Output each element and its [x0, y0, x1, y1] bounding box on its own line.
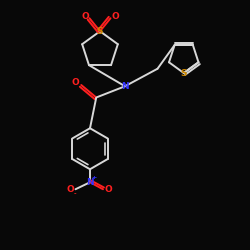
Text: N: N	[86, 178, 94, 187]
Text: O: O	[81, 12, 89, 21]
Text: O: O	[111, 12, 119, 21]
Text: O: O	[72, 78, 80, 87]
Text: O: O	[104, 185, 112, 194]
Text: +: +	[92, 175, 97, 180]
Text: -: -	[74, 191, 76, 196]
Text: S: S	[97, 27, 103, 36]
Text: S: S	[180, 68, 187, 78]
Text: N: N	[121, 82, 129, 91]
Text: O: O	[66, 185, 74, 194]
